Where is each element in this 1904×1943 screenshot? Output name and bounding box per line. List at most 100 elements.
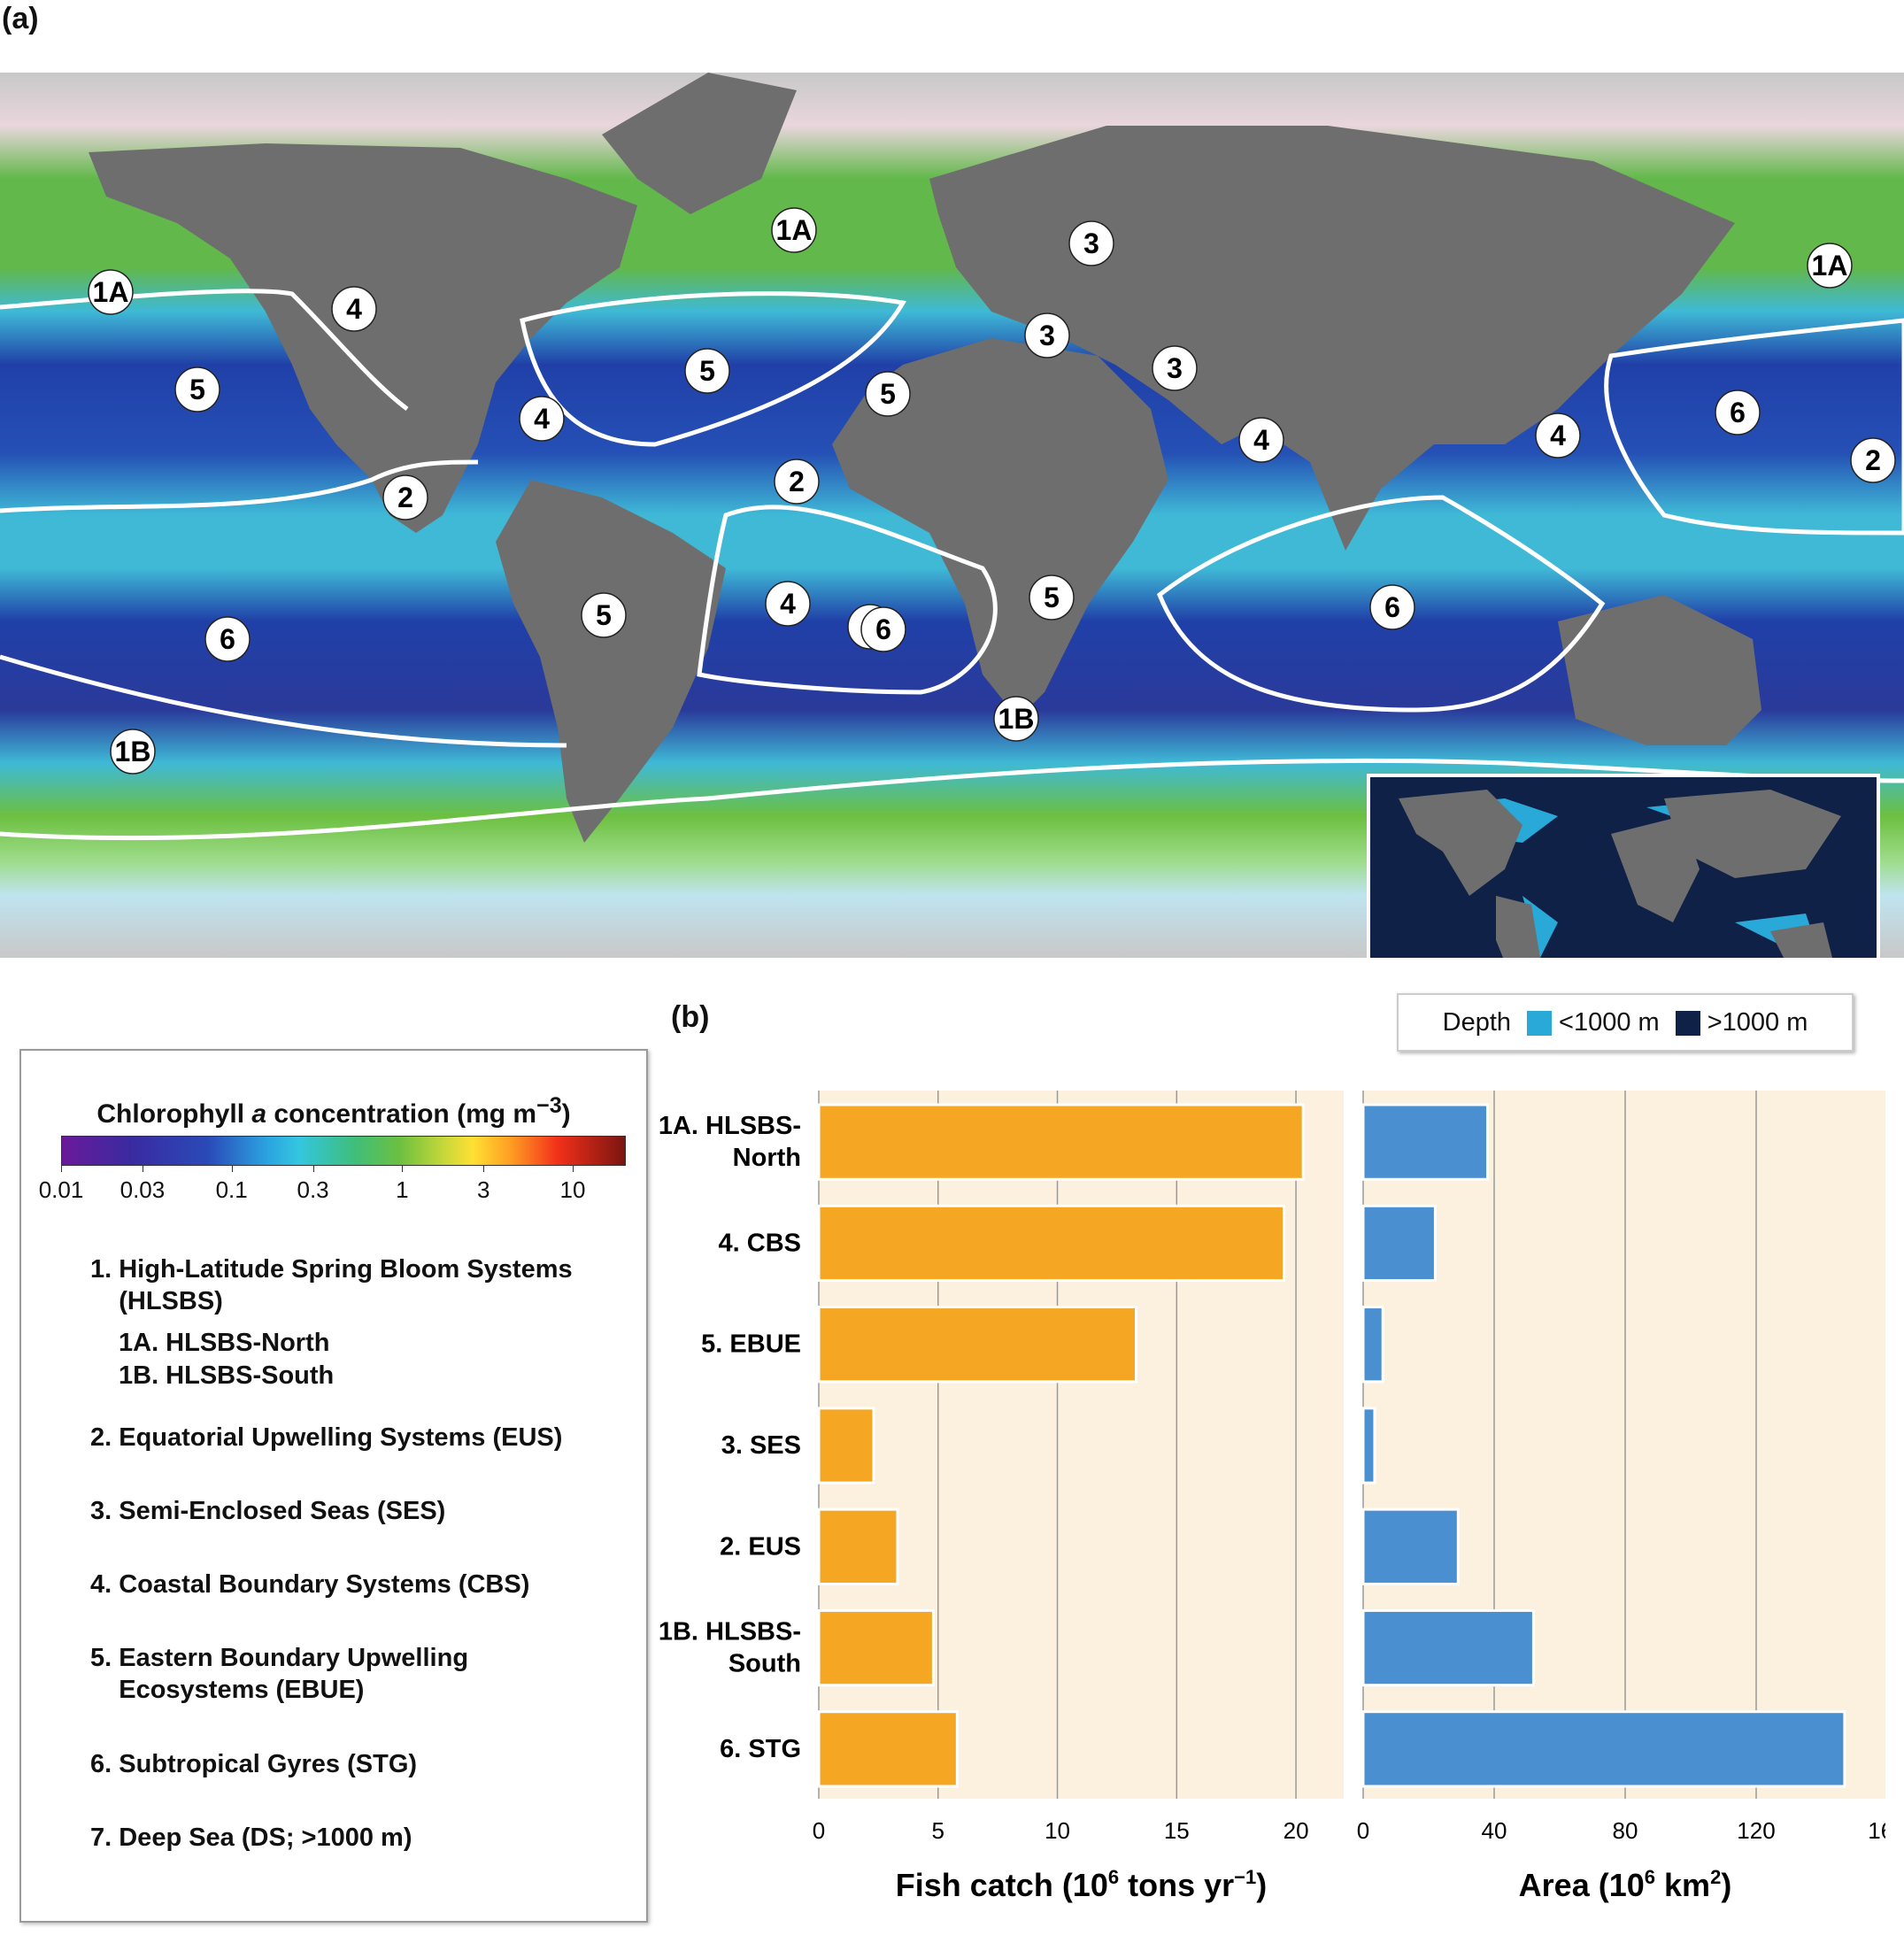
map-region-label-text: 2 bbox=[789, 466, 805, 497]
map-region-label: 3 bbox=[1152, 345, 1198, 391]
map-region-label-text: 1A bbox=[1812, 250, 1848, 281]
category-label: 3. SES bbox=[721, 1431, 801, 1460]
map-region-label: 1A bbox=[88, 269, 134, 315]
legend-item-1: 1. High-Latitude Spring Bloom Systems bbox=[90, 1255, 573, 1284]
x-axis-label: Fish catch (106 tons yr−1) bbox=[896, 1866, 1267, 1903]
map-region-label: 2 bbox=[1850, 437, 1896, 483]
deep-sea-inset: 7 bbox=[1367, 774, 1880, 958]
map-region-label-text: 4 bbox=[1550, 420, 1566, 451]
colorbar-tick-mark bbox=[231, 1165, 233, 1172]
x-axis-label: Area (106 km2) bbox=[1519, 1866, 1732, 1903]
map-region-label: 1B bbox=[110, 729, 156, 775]
legend-box: Chlorophyll a concentration (mg m−3) 0.0… bbox=[19, 1049, 648, 1923]
bar bbox=[1361, 1306, 1384, 1384]
map-region-label: 1A bbox=[1807, 243, 1853, 289]
x-tick-label: 160 bbox=[1868, 1817, 1885, 1844]
map-region-label-text: 3 bbox=[1039, 320, 1055, 351]
bar bbox=[817, 1306, 1137, 1384]
bar bbox=[1361, 1507, 1460, 1585]
map-region-label-text: 4 bbox=[780, 588, 796, 620]
category-label: 5. EBUE bbox=[701, 1330, 801, 1359]
chart-panel-1: 0 40 80 120 160 Area (106 km2) bbox=[1357, 1091, 1885, 1903]
map-region-label: 6 bbox=[204, 616, 251, 662]
colorbar-title: Chlorophyll a concentration (mg m−3) bbox=[96, 1093, 571, 1129]
map-region-label: 5 bbox=[684, 348, 730, 394]
map-region-label-text: 1A bbox=[776, 214, 813, 246]
category-label: 1B. HLSBS- bbox=[659, 1618, 801, 1646]
map-region-label-text: 4 bbox=[1253, 424, 1269, 456]
map-region-label: 4 bbox=[331, 286, 377, 332]
x-tick-label: 120 bbox=[1737, 1817, 1775, 1844]
x-tick-label: 0 bbox=[1357, 1817, 1369, 1844]
map-region-label-text: 6 bbox=[875, 613, 891, 645]
map-region-label-text: 4 bbox=[534, 403, 550, 435]
map-svg: 1A1A1A1B1B222333444445555566666 7 bbox=[0, 73, 1904, 958]
map-region-label: 2 bbox=[382, 474, 428, 520]
map-region-label: 4 bbox=[1535, 413, 1581, 459]
bar bbox=[817, 1407, 875, 1484]
map-region-label: 6 bbox=[1369, 584, 1415, 630]
plot-background bbox=[1363, 1091, 1885, 1799]
map-region-label: 5 bbox=[174, 366, 220, 413]
x-tick-label: 80 bbox=[1613, 1817, 1638, 1844]
x-tick-label: 10 bbox=[1045, 1817, 1070, 1844]
map-region-label-text: 4 bbox=[346, 293, 362, 325]
colorbar-tick-label: 0.01 bbox=[38, 1176, 84, 1203]
bar bbox=[1361, 1407, 1376, 1484]
map-region-label: 2 bbox=[774, 459, 820, 505]
bar bbox=[1361, 1710, 1846, 1788]
map-region-label: 4 bbox=[519, 396, 565, 442]
map-region-label: 5 bbox=[581, 592, 627, 638]
map-region-label-text: 5 bbox=[880, 378, 896, 410]
depth-legend-deep: >1000 m bbox=[1675, 1008, 1808, 1037]
category-label: 1A. HLSBS- bbox=[659, 1112, 801, 1140]
deep-swatch bbox=[1675, 1010, 1700, 1036]
colorbar-tick-mark bbox=[61, 1165, 62, 1172]
x-tick-label: 20 bbox=[1283, 1817, 1309, 1844]
legend-item-6: 6. Subtropical Gyres (STG) bbox=[90, 1750, 418, 1778]
colorbar-tick-mark bbox=[312, 1165, 314, 1172]
map-region-label-text: 3 bbox=[1083, 227, 1099, 259]
map-region-label: 1A bbox=[771, 207, 817, 253]
x-tick-label: 5 bbox=[932, 1817, 944, 1844]
map-region-label: 5 bbox=[1029, 574, 1075, 621]
colorbar-tick-mark bbox=[402, 1165, 404, 1172]
colorbar-tick-label: 10 bbox=[559, 1176, 586, 1203]
category-label: North bbox=[733, 1144, 801, 1172]
colorbar-tick-label: 0.3 bbox=[297, 1176, 329, 1203]
legend-item-4: 4. Coastal Boundary Systems (CBS) bbox=[90, 1570, 530, 1599]
colorbar bbox=[61, 1136, 626, 1166]
map-label-layer: 1A1A1A1B1B222333444445555566666 bbox=[88, 207, 1896, 775]
legend-item-3: 3. Semi-Enclosed Seas (SES) bbox=[90, 1497, 446, 1525]
category-labels: 1A. HLSBS- North 4. CBS 5. EBUE 3. SES 2. EUS… bbox=[659, 1112, 801, 1763]
x-tick-label: 40 bbox=[1482, 1817, 1507, 1844]
chart-panel-0: 0 5 10 15 20 Fish catch (106 tons yr−1) bbox=[813, 1091, 1344, 1903]
map-region-label-text: 3 bbox=[1167, 352, 1183, 384]
shallow-label: <1000 m bbox=[1559, 1007, 1660, 1037]
bar bbox=[817, 1204, 1286, 1283]
map-region-label-text: 2 bbox=[397, 482, 413, 513]
panel-a-label: (a) bbox=[2, 2, 39, 35]
bar bbox=[1361, 1204, 1437, 1283]
depth-legend: Depth <1000 m >1000 m bbox=[1397, 993, 1854, 1052]
category-label: 4. CBS bbox=[719, 1229, 801, 1257]
legend-item-5-cont: Ecosystems (EBUE) bbox=[90, 1676, 365, 1704]
category-label: 6. STG bbox=[720, 1735, 801, 1763]
category-label: 2. EUS bbox=[720, 1532, 801, 1561]
bar bbox=[817, 1710, 959, 1788]
plot-background bbox=[819, 1091, 1344, 1799]
legend-item-1-cont: (HLSBS) bbox=[90, 1287, 223, 1315]
panel-b-label: (b) bbox=[671, 1000, 710, 1034]
bar-charts: 0 5 10 15 20 Fish catch (106 tons yr−1) 0 40 80 1… bbox=[659, 1091, 1885, 1903]
colorbar-tick-label: 3 bbox=[477, 1176, 490, 1203]
bar bbox=[1361, 1103, 1490, 1181]
depth-legend-title: Depth bbox=[1442, 1007, 1512, 1037]
map-region-label: 6 bbox=[1715, 389, 1761, 436]
land-masses bbox=[89, 73, 1761, 843]
map-region-label-text: 1B bbox=[115, 736, 151, 767]
map-region-label-text: 5 bbox=[189, 374, 205, 405]
map-region-label: 5 bbox=[865, 371, 911, 417]
x-tick-label: 15 bbox=[1164, 1817, 1190, 1844]
map-region-label: 3 bbox=[1068, 220, 1114, 266]
bar bbox=[817, 1608, 935, 1687]
